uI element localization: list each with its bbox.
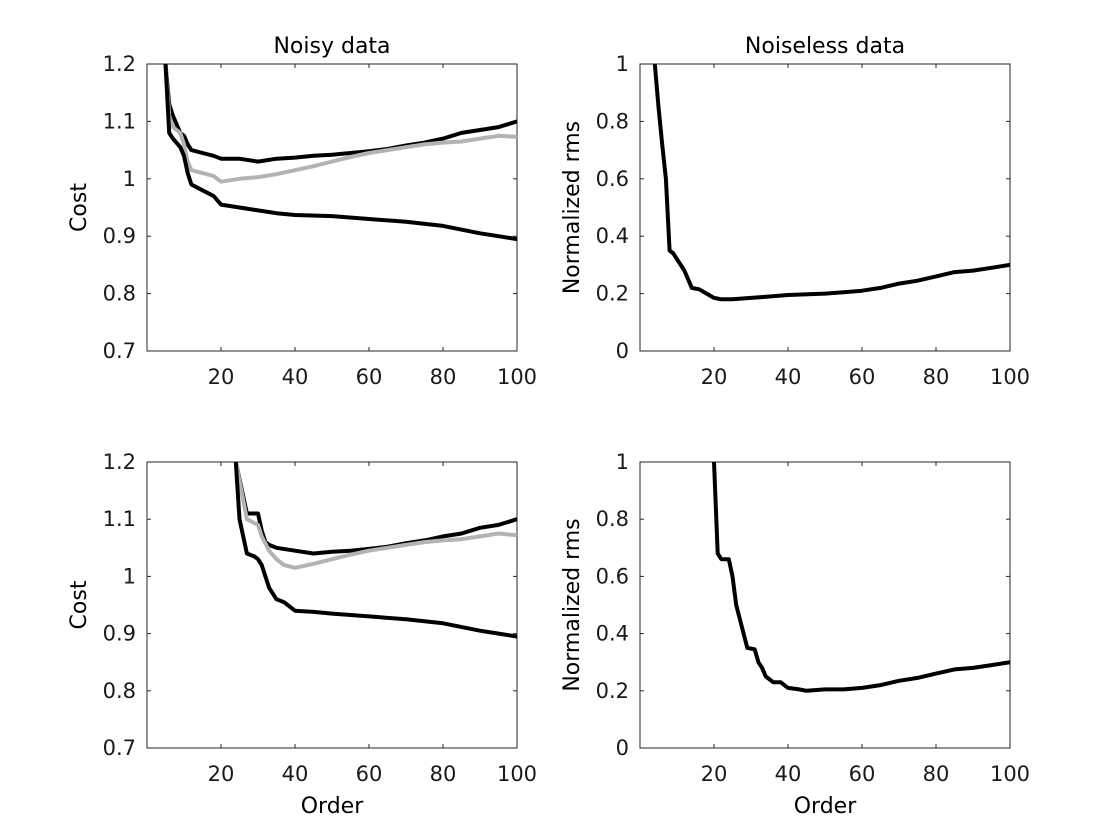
y-tick-label: 0.8 <box>103 282 136 306</box>
panel-noisy-bottom: 20 40 60 80 100 0.7 0.8 0.9 1 1.1 1.2 Order Cost <box>67 450 537 819</box>
y-tick-label: 0.8 <box>596 507 629 531</box>
series-line-1 <box>163 64 517 164</box>
x-axis-label: Order <box>794 794 857 819</box>
series-line-1 <box>712 462 1010 693</box>
y-tick-label: 0.6 <box>596 564 629 588</box>
y-tick-label: 1.1 <box>103 109 136 133</box>
y-tick-label: 0.8 <box>596 109 629 133</box>
x-tick-label: 80 <box>923 365 950 389</box>
x-tick-labels: 20 40 60 80 100 <box>701 365 1030 389</box>
y-tick-label: 0.9 <box>103 622 136 646</box>
y-tick-label: 0.8 <box>103 679 136 703</box>
series-group <box>233 462 517 639</box>
y-tick-labels: 0 0.2 0.4 0.6 0.8 1 <box>596 52 629 363</box>
axes-box <box>639 63 1011 352</box>
x-tick-label: 80 <box>430 762 457 786</box>
axes-ticks <box>147 63 518 352</box>
y-tick-label: 0 <box>616 339 629 363</box>
axes-box <box>146 63 518 352</box>
x-tick-labels: 20 40 60 80 100 <box>208 762 537 786</box>
x-tick-label: 20 <box>701 762 728 786</box>
chart-title: Noiseless data <box>745 34 905 59</box>
x-axis-label: Order <box>301 794 364 819</box>
axes-ticks <box>640 63 1011 352</box>
series-line-3 <box>233 462 517 639</box>
x-tick-label: 40 <box>775 365 802 389</box>
x-tick-label: 20 <box>208 762 235 786</box>
y-tick-label: 1 <box>616 450 629 474</box>
axes-ticks <box>147 461 518 749</box>
x-tick-label: 20 <box>701 365 728 389</box>
x-tick-label: 100 <box>990 365 1030 389</box>
x-tick-label: 60 <box>356 365 383 389</box>
series-group <box>163 64 517 242</box>
x-tick-label: 100 <box>497 365 537 389</box>
y-tick-labels: 0.7 0.8 0.9 1 1.1 1.2 <box>103 450 136 760</box>
panel-noiseless-bottom: 20 40 60 80 100 0 0.2 0.4 0.6 0.8 1 Order Normali… <box>560 450 1030 819</box>
x-tick-label: 60 <box>849 365 876 389</box>
y-tick-label: 0.4 <box>596 622 629 646</box>
x-tick-label: 40 <box>282 365 309 389</box>
x-tick-labels: 20 40 60 80 100 <box>701 762 1030 786</box>
y-tick-labels: 0 0.2 0.4 0.6 0.8 1 <box>596 450 629 760</box>
y-tick-label: 0.9 <box>103 224 136 248</box>
panel-noiseless-top: 20 40 60 80 100 0 0.2 0.4 0.6 0.8 1 Noiseless dat… <box>560 34 1030 389</box>
y-tick-label: 0.7 <box>103 736 136 760</box>
series-line-2 <box>163 64 517 184</box>
y-axis-label: Normalized rms <box>560 518 585 691</box>
series-line-3 <box>163 64 517 242</box>
series-group <box>712 462 1010 693</box>
y-tick-label: 0.4 <box>596 224 629 248</box>
y-axis-label: Normalized rms <box>560 121 585 294</box>
y-tick-label: 1.2 <box>103 450 136 474</box>
x-tick-label: 60 <box>356 762 383 786</box>
y-tick-label: 0 <box>616 736 629 760</box>
y-tick-label: 1 <box>123 167 136 191</box>
y-axis-label: Cost <box>67 183 92 232</box>
x-tick-label: 40 <box>282 762 309 786</box>
series-line-2 <box>233 462 517 570</box>
y-tick-label: 0.2 <box>596 679 629 703</box>
axes-box <box>146 461 518 749</box>
y-tick-label: 0.7 <box>103 339 136 363</box>
x-tick-label: 20 <box>208 365 235 389</box>
x-tick-label: 60 <box>849 762 876 786</box>
y-tick-label: 0.6 <box>596 167 629 191</box>
y-tick-label: 1.2 <box>103 52 136 76</box>
x-tick-label: 100 <box>990 762 1030 786</box>
x-tick-label: 40 <box>775 762 802 786</box>
x-tick-label: 100 <box>497 762 537 786</box>
y-tick-label: 0.2 <box>596 282 629 306</box>
series-line-1 <box>652 64 1010 302</box>
y-tick-labels: 0.7 0.8 0.9 1 1.1 1.2 <box>103 52 136 363</box>
x-tick-labels: 20 40 60 80 100 <box>208 365 537 389</box>
y-tick-label: 1.1 <box>103 507 136 531</box>
y-tick-label: 1 <box>123 564 136 588</box>
x-tick-label: 80 <box>923 762 950 786</box>
axes-box <box>639 461 1011 749</box>
chart-title: Noisy data <box>273 34 390 59</box>
y-axis-label: Cost <box>67 580 92 629</box>
panel-noisy-top: 20 40 60 80 100 0.70.80.911.11.2 Noisy data … <box>67 34 537 389</box>
series-group <box>652 64 1010 302</box>
x-tick-label: 80 <box>430 365 457 389</box>
y-tick-label: 1 <box>616 52 629 76</box>
